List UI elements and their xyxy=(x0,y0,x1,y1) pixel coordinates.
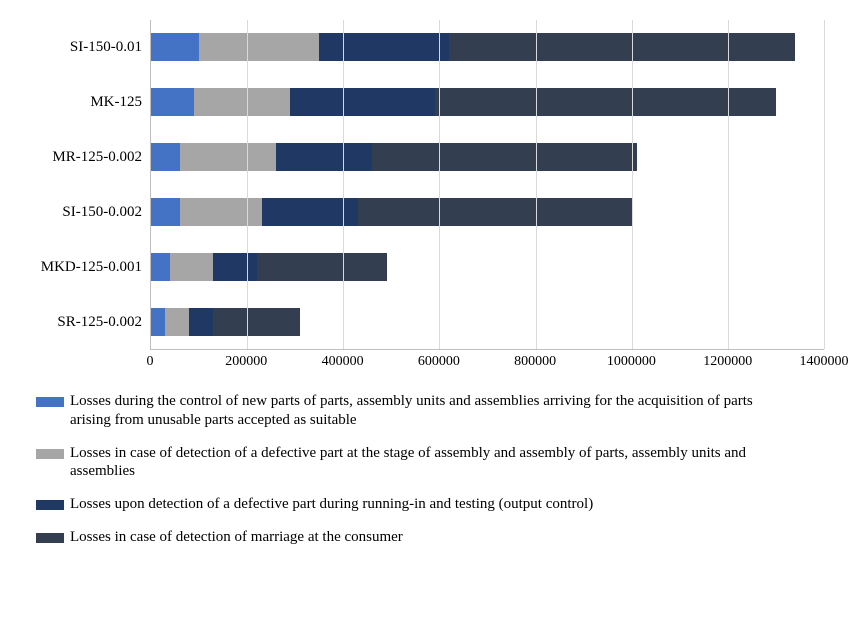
plot xyxy=(150,20,824,350)
bar-segment-s4 xyxy=(213,308,300,336)
legend-text: Losses upon detection of a defective par… xyxy=(70,495,593,514)
y-axis-label: SI-150-0.01 xyxy=(30,39,142,56)
grid-line xyxy=(343,20,344,349)
legend-text: Losses in case of detection of marriage … xyxy=(70,528,403,547)
y-axis-labels: SI-150-0.01 MK-125 MR-125-0.002 SI-150-0.00… xyxy=(30,20,150,350)
bar-row xyxy=(151,33,824,61)
bar-row xyxy=(151,308,824,336)
bar-row xyxy=(151,88,824,116)
legend-swatch xyxy=(36,500,64,510)
bar-segment-s2 xyxy=(199,33,319,61)
x-axis-tick: 400000 xyxy=(322,354,364,370)
bar-segment-s3 xyxy=(276,143,372,171)
x-axis-tick: 0 xyxy=(147,354,154,370)
legend-item: Losses during the control of new parts o… xyxy=(36,392,824,430)
bar-segment-s1 xyxy=(151,308,165,336)
y-axis-label: SR-125-0.002 xyxy=(30,314,142,331)
legend-swatch xyxy=(36,533,64,543)
y-axis-label: SI-150-0.002 xyxy=(30,204,142,221)
bar-segment-s2 xyxy=(165,308,189,336)
bar-segment-s1 xyxy=(151,143,180,171)
x-axis-tick: 600000 xyxy=(418,354,460,370)
bar-segment-s2 xyxy=(194,88,290,116)
bar-segment-s3 xyxy=(213,253,256,281)
legend-text: Losses during the control of new parts o… xyxy=(70,392,790,430)
bar-segment-s1 xyxy=(151,33,199,61)
legend-swatch xyxy=(36,397,64,407)
bar-row xyxy=(151,198,824,226)
bar-segment-s3 xyxy=(319,33,449,61)
legend-item: Losses in case of detection of marriage … xyxy=(36,528,824,547)
bar-row xyxy=(151,253,824,281)
x-axis-tick: 1200000 xyxy=(703,354,752,370)
grid-line xyxy=(536,20,537,349)
x-axis-tick: 1400000 xyxy=(800,354,849,370)
legend: Losses during the control of new parts o… xyxy=(30,392,824,547)
legend-text: Losses in case of detection of a defecti… xyxy=(70,444,790,482)
legend-item: Losses in case of detection of a defecti… xyxy=(36,444,824,482)
bar-segment-s4 xyxy=(257,253,387,281)
x-axis: 0200000400000600000800000100000012000001… xyxy=(150,350,824,374)
grid-line xyxy=(439,20,440,349)
bars-container xyxy=(151,20,824,349)
bar-segment-s1 xyxy=(151,198,180,226)
grid-line xyxy=(632,20,633,349)
bar-segment-s3 xyxy=(290,88,434,116)
bar-segment-s2 xyxy=(170,253,213,281)
bar-segment-s2 xyxy=(180,198,262,226)
y-axis-label: MR-125-0.002 xyxy=(30,149,142,166)
x-axis-tick: 200000 xyxy=(225,354,267,370)
plot-wrap: 0200000400000600000800000100000012000001… xyxy=(150,20,824,374)
bar-row xyxy=(151,143,824,171)
bar-segment-s1 xyxy=(151,88,194,116)
legend-swatch xyxy=(36,449,64,459)
legend-item: Losses upon detection of a defective par… xyxy=(36,495,824,514)
bar-segment-s4 xyxy=(358,198,632,226)
x-axis-tick: 1000000 xyxy=(607,354,656,370)
bar-segment-s4 xyxy=(449,33,795,61)
y-axis-label: MK-125 xyxy=(30,94,142,111)
grid-line xyxy=(728,20,729,349)
y-axis-label: MKD-125-0.001 xyxy=(30,259,142,276)
bar-segment-s4 xyxy=(372,143,636,171)
chart-area: SI-150-0.01 MK-125 MR-125-0.002 SI-150-0.00… xyxy=(30,20,824,374)
grid-line xyxy=(247,20,248,349)
bar-segment-s1 xyxy=(151,253,170,281)
bar-segment-s2 xyxy=(180,143,276,171)
bar-segment-s3 xyxy=(189,308,213,336)
bar-segment-s4 xyxy=(435,88,776,116)
x-axis-tick: 800000 xyxy=(514,354,556,370)
grid-line xyxy=(824,20,825,349)
